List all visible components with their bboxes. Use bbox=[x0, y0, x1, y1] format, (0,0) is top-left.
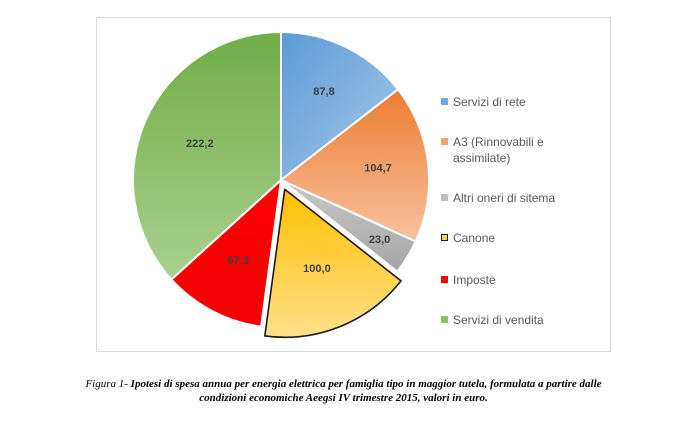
pie-value-labels: 87,8 104,7 23,0 100,0 67,3 222,2 bbox=[186, 86, 392, 275]
value-label-2: 104,7 bbox=[364, 163, 392, 175]
legend-label: Altri oneri di sitema bbox=[453, 191, 556, 205]
figure-caption: Figura 1- Ipotesi di spesa annua per ene… bbox=[20, 377, 667, 405]
pie-slice-3 bbox=[280, 179, 417, 273]
pie-slice-6 bbox=[132, 31, 282, 281]
pie-slices bbox=[132, 31, 430, 339]
legend-label: Servizi di vendita bbox=[453, 313, 544, 327]
legend-label: Canone bbox=[453, 231, 496, 245]
legend-label: A3 (Rinnovabili e bbox=[453, 135, 544, 149]
legend-swatch bbox=[441, 234, 448, 241]
chart-area: 87,8 104,7 23,0 100,0 67,3 222,2 Servizi di r… bbox=[96, 17, 611, 352]
pie-slice-1 bbox=[280, 31, 400, 181]
caption-line-1: Ipotesi di spesa annua per energia elett… bbox=[130, 378, 602, 390]
legend-swatch bbox=[441, 98, 448, 105]
value-label-3: 23,0 bbox=[369, 234, 390, 246]
legend-swatch bbox=[441, 276, 448, 283]
legend-item-5: Imposte bbox=[441, 272, 605, 288]
legend-label: assimilate) bbox=[453, 151, 511, 165]
value-label-5: 67,3 bbox=[228, 255, 249, 267]
legend-swatch bbox=[441, 194, 448, 201]
pie-slice-5 bbox=[170, 179, 282, 328]
legend-label: Servizi di rete bbox=[453, 95, 526, 109]
legend-item-1: Servizi di rete bbox=[441, 94, 605, 110]
legend-item-3: Altri oneri di sitema bbox=[441, 190, 605, 206]
value-label-1: 87,8 bbox=[313, 86, 334, 98]
pie-slice-2 bbox=[280, 88, 430, 243]
legend-label: Imposte bbox=[453, 273, 496, 287]
legend-swatch bbox=[441, 316, 448, 323]
pie-slice-4 bbox=[264, 188, 402, 339]
value-label-6: 222,2 bbox=[186, 138, 214, 150]
legend-swatch bbox=[441, 138, 448, 145]
legend-item-4: Canone bbox=[441, 230, 605, 246]
caption-line-2: condizioni economiche Aeegsi IV trimestr… bbox=[199, 392, 488, 404]
pie-chart: 87,8 104,7 23,0 100,0 67,3 222,2 bbox=[132, 31, 430, 339]
value-label-4: 100,0 bbox=[303, 263, 331, 275]
caption-lead: Figura 1- bbox=[85, 378, 131, 390]
legend-item-2: A3 (Rinnovabili e assimilate) bbox=[441, 134, 605, 166]
legend-item-6: Servizi di vendita bbox=[441, 312, 605, 328]
